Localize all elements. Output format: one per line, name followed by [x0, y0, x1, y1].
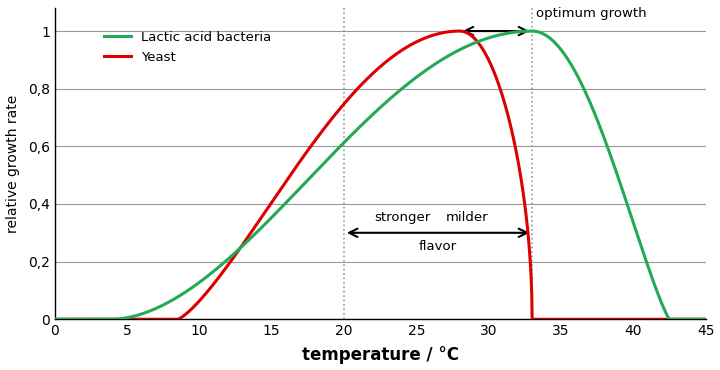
- Text: flavor: flavor: [419, 240, 457, 253]
- Text: milder: milder: [445, 211, 488, 224]
- X-axis label: temperature / °C: temperature / °C: [302, 346, 459, 364]
- Y-axis label: relative growth rate: relative growth rate: [6, 94, 19, 233]
- Text: optimum growth: optimum growth: [536, 7, 647, 20]
- Text: stronger: stronger: [374, 211, 431, 224]
- Legend: Lactic acid bacteria, Yeast: Lactic acid bacteria, Yeast: [100, 27, 276, 68]
